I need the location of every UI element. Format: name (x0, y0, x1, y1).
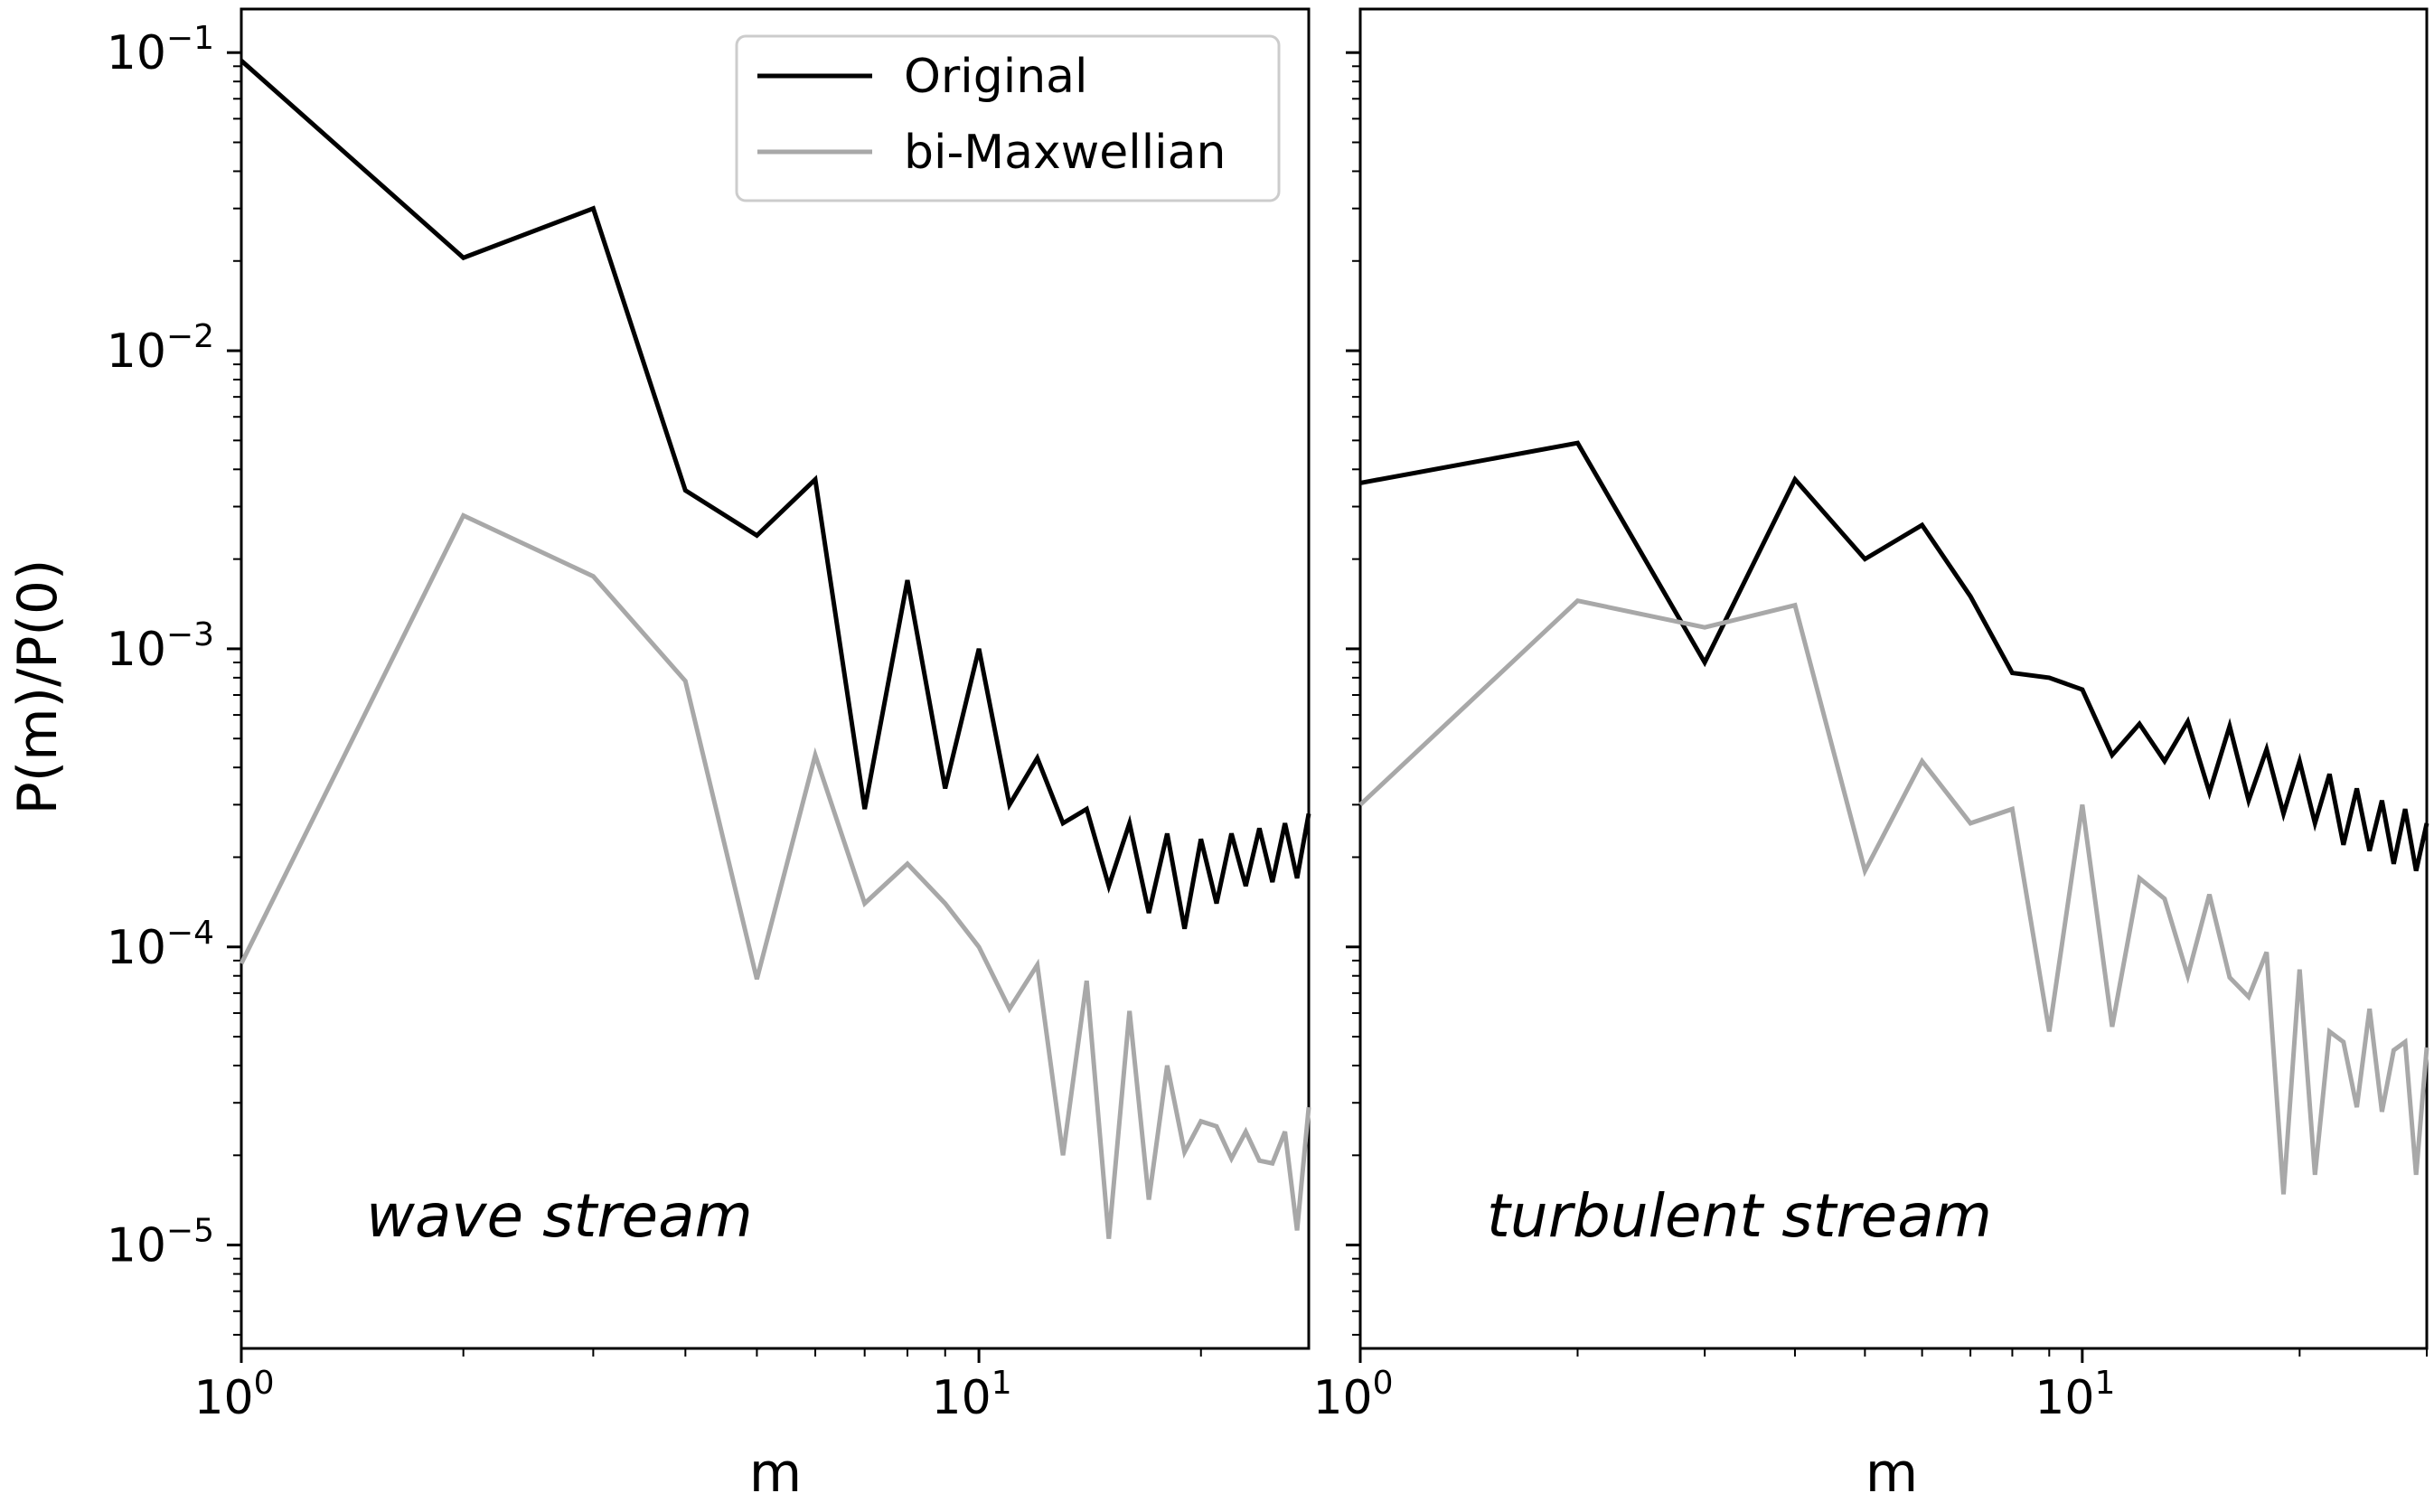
panel-wave-stream: 100 101 10−1 10−2 10−3 10−4 10−5 wave stream m (107, 7, 1311, 1505)
series-line-original (240, 59, 1311, 930)
plot-area-wave-stream: 100 101 10−1 10−2 10−3 10−4 10−5 (107, 7, 1311, 1425)
y-tick-label: 10−5 (107, 1213, 214, 1273)
y-tick-label: 10−3 (107, 616, 214, 677)
legend: Original bi-Maxwellian (735, 34, 1281, 202)
x-axis-label-right: m (1865, 1442, 1918, 1505)
y-tick-label: 10−2 (107, 318, 214, 379)
y-tick-label: 10−1 (107, 20, 214, 80)
x-tick-label: 101 (2035, 1365, 2115, 1425)
series-line-bi-maxwellian (1358, 597, 2429, 1195)
series-line-bi-maxwellian (239, 512, 1311, 1239)
plot-area-turbulent-stream: 100 101 (1312, 7, 2429, 1425)
annotation-wave-stream: wave stream (366, 1181, 753, 1251)
annotation-turbulent-stream: turbulent stream (1487, 1181, 1992, 1251)
x-tick-label: 100 (193, 1365, 274, 1425)
x-tick-label: 101 (932, 1365, 1012, 1425)
legend-label-original: Original (904, 50, 1087, 104)
panel-turbulent-stream: 100 101 turbulent stream m (1312, 7, 2429, 1505)
series-line-original (1359, 440, 2429, 872)
x-tick-label: 100 (1312, 1365, 1393, 1425)
legend-label-bi-maxwellian: bi-Maxwellian (904, 126, 1226, 180)
x-axis-label-left: m (749, 1442, 802, 1505)
axes-frame (240, 7, 1311, 1350)
y-axis-label: P(m)/P(0) (6, 559, 70, 815)
axes-frame (1358, 7, 2429, 1350)
y-tick-label: 10−4 (107, 915, 214, 975)
